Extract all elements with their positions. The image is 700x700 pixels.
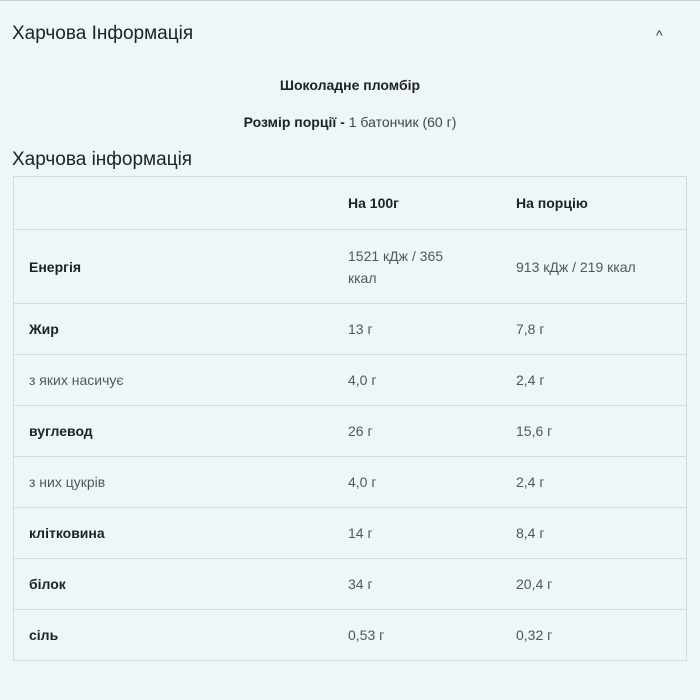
per-serving-value: 913 кДж / 219 ккал bbox=[516, 258, 636, 275]
row-label: білок bbox=[13, 558, 348, 610]
per-serving-value: 20,4 г bbox=[516, 576, 553, 592]
cell: 34 г bbox=[348, 558, 516, 610]
table-row: клітковина 14 г 8,4 г bbox=[13, 507, 687, 559]
cell: 15,6 г bbox=[516, 405, 687, 457]
per-100g-value: 34 г bbox=[348, 576, 373, 592]
cell: 26 г bbox=[348, 405, 516, 457]
cell: 2,4 г bbox=[516, 354, 687, 406]
collapse-caret[interactable]: ^ bbox=[656, 27, 663, 43]
row-label: з яких насичує bbox=[13, 354, 348, 406]
cell: 13 г bbox=[348, 303, 516, 355]
per-100g-value: 1521 кДж / 365 ккал bbox=[348, 247, 444, 286]
table-row: сіль 0,53 г 0,32 г bbox=[13, 609, 687, 661]
serving-value: 1 батончик (60 г) bbox=[348, 114, 457, 130]
header-cell bbox=[13, 176, 348, 230]
per-100g-value: 4,0 г bbox=[348, 474, 377, 490]
cell: 7,8 г bbox=[516, 303, 687, 355]
header-row: На 100г На порцію bbox=[13, 176, 687, 230]
column-header: На 100г bbox=[348, 176, 516, 230]
per-serving-value: 7,8 г bbox=[516, 321, 545, 337]
section-header[interactable]: Харчова Інформація bbox=[12, 23, 194, 44]
per-serving-value: 2,4 г bbox=[516, 474, 545, 490]
cell: 4,0 г bbox=[348, 354, 516, 406]
cell: 0,53 г bbox=[348, 609, 516, 661]
cell: 8,4 г bbox=[516, 507, 687, 559]
row-label: з них цукрів bbox=[13, 456, 348, 508]
table-row: з них цукрів 4,0 г 2,4 г bbox=[13, 456, 687, 508]
per-serving-value: 2,4 г bbox=[516, 372, 545, 388]
serving-size: Розмір порції - 1 батончик (60 г) bbox=[0, 114, 700, 130]
nutrition-table: На 100г На порцію Енергія 1521 кДж / 365 … bbox=[13, 176, 687, 661]
table-row: Енергія 1521 кДж / 365 ккал 913 кДж / 219 … bbox=[13, 229, 687, 304]
per-100g-value: 26 г bbox=[348, 423, 373, 439]
per-100g-value: 13 г bbox=[348, 321, 373, 337]
cell: 14 г bbox=[348, 507, 516, 559]
cell: 20,4 г bbox=[516, 558, 687, 610]
row-label: Жир bbox=[13, 303, 348, 355]
table-row: Жир 13 г 7,8 г bbox=[13, 303, 687, 355]
per-serving-value: 15,6 г bbox=[516, 423, 553, 439]
row-label: вуглевод bbox=[13, 405, 348, 457]
row-label: сіль bbox=[13, 609, 348, 661]
per-100g-value: 14 г bbox=[348, 525, 373, 541]
per-100g-value: 4,0 г bbox=[348, 372, 377, 388]
serving-label: Розмір порції - bbox=[243, 114, 345, 130]
per-serving-value: 8,4 г bbox=[516, 525, 545, 541]
product-name: Шоколадне пломбір bbox=[279, 77, 421, 93]
cell: 0,32 г bbox=[516, 609, 687, 661]
table-row: вуглевод 26 г 15,6 г bbox=[13, 405, 687, 457]
table-title: Харчова інформація bbox=[12, 149, 193, 170]
row-label: клітковина bbox=[13, 507, 348, 559]
table-row: з яких насичує 4,0 г 2,4 г bbox=[13, 354, 687, 406]
per-serving-value: 0,32 г bbox=[516, 627, 553, 643]
cell: 4,0 г bbox=[348, 456, 516, 508]
cell: 1521 кДж / 365 ккал bbox=[348, 229, 516, 304]
row-label: Енергія bbox=[13, 229, 348, 304]
per-100g-value: 0,53 г bbox=[348, 627, 385, 643]
cell: 913 кДж / 219 ккал bbox=[516, 229, 687, 304]
table-row: білок 34 г 20,4 г bbox=[13, 558, 687, 610]
column-header: На порцію bbox=[516, 176, 687, 230]
cell: 2,4 г bbox=[516, 456, 687, 508]
